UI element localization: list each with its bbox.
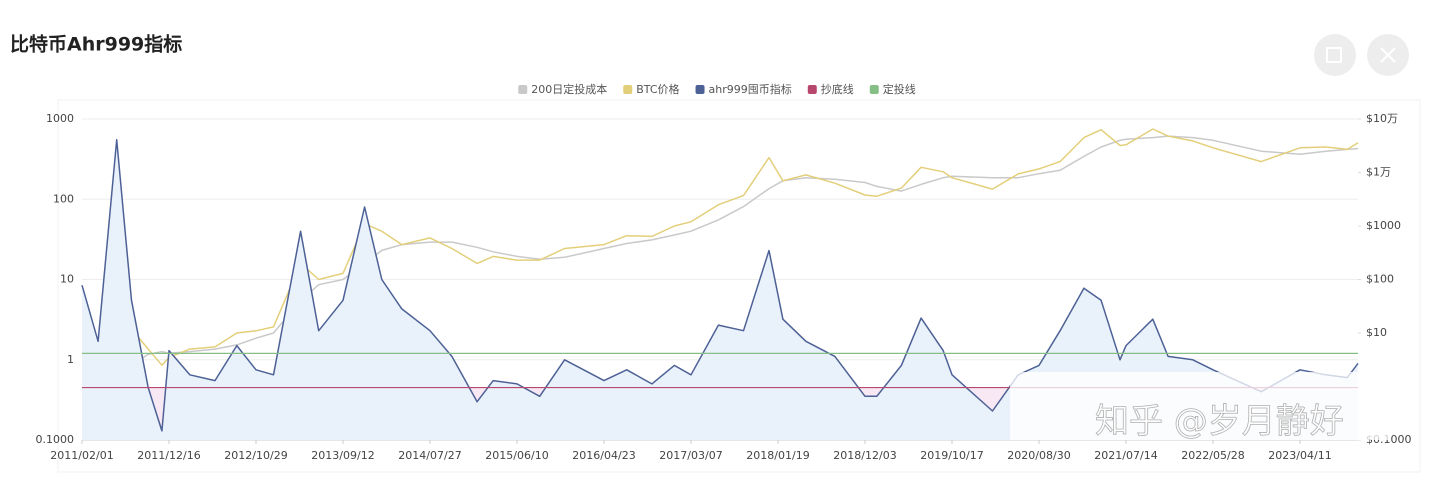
legend: 200日定投成本 BTC价格 ahr999囤币指标 抄底线 定投线 bbox=[518, 82, 916, 96]
chart-title: 比特币Ahr999指标 bbox=[10, 34, 182, 56]
legend-label: ahr999囤币指标 bbox=[709, 82, 792, 96]
x-tick-label: 2023/04/11 bbox=[1268, 449, 1331, 462]
x-tick-label: 2011/02/01 bbox=[50, 449, 113, 462]
y-tick-label: 1 bbox=[67, 353, 74, 366]
legend-label: BTC价格 bbox=[636, 82, 679, 96]
close-icon bbox=[1380, 47, 1396, 63]
legend-swatch bbox=[518, 85, 528, 94]
legend-swatch bbox=[807, 85, 817, 94]
y-tick-label: 10 bbox=[60, 273, 74, 286]
x-tick-label: 2020/08/30 bbox=[1007, 449, 1070, 462]
x-tick-label: 2017/03/07 bbox=[659, 449, 722, 462]
y-tick-label: 0.1000 bbox=[36, 433, 75, 446]
watermark-blur bbox=[1010, 372, 1390, 440]
edit-icon bbox=[1326, 47, 1342, 63]
close-button[interactable] bbox=[1367, 34, 1409, 76]
x-tick-label: 2018/01/19 bbox=[746, 449, 809, 462]
series-line bbox=[81, 135, 1359, 416]
y2-tick-label: $10 bbox=[1366, 326, 1387, 339]
y2-tick-label: $100 bbox=[1366, 273, 1394, 286]
legend-swatch bbox=[623, 85, 633, 94]
edit-button-bg[interactable] bbox=[1314, 34, 1356, 76]
y-tick-label: 100 bbox=[53, 192, 74, 205]
y-tick-label: 1000 bbox=[46, 112, 74, 125]
y2-tick-label: $10万 bbox=[1366, 112, 1398, 125]
series-area bbox=[82, 139, 1358, 441]
legend-label: 200日定投成本 bbox=[531, 82, 607, 96]
series-line bbox=[81, 139, 1359, 432]
x-tick-label: 2019/10/17 bbox=[920, 449, 983, 462]
legend-swatch bbox=[695, 85, 705, 94]
x-tick-label: 2011/12/16 bbox=[137, 449, 200, 462]
x-tick-label: 2013/09/12 bbox=[311, 449, 374, 462]
watermark: 知乎 @岁月静好 bbox=[1095, 402, 1344, 442]
y2-tick-label: $1万 bbox=[1366, 166, 1391, 179]
x-tick-label: 2015/06/10 bbox=[485, 449, 548, 462]
x-tick-label: 2018/12/03 bbox=[833, 449, 896, 462]
y2-tick-label: $1000 bbox=[1366, 219, 1401, 232]
legend-label: 抄底线 bbox=[821, 82, 854, 96]
legend-swatch bbox=[869, 85, 879, 94]
legend-label: 定投线 bbox=[883, 82, 916, 96]
x-tick-label: 2014/07/27 bbox=[398, 449, 461, 462]
edit-button[interactable] bbox=[1314, 34, 1356, 76]
x-tick-label: 2012/10/29 bbox=[224, 449, 287, 462]
series-line bbox=[81, 128, 1359, 400]
x-tick-label: 2021/07/14 bbox=[1094, 449, 1157, 462]
x-tick-label: 2022/05/28 bbox=[1181, 449, 1244, 462]
x-tick-label: 2016/04/23 bbox=[572, 449, 635, 462]
